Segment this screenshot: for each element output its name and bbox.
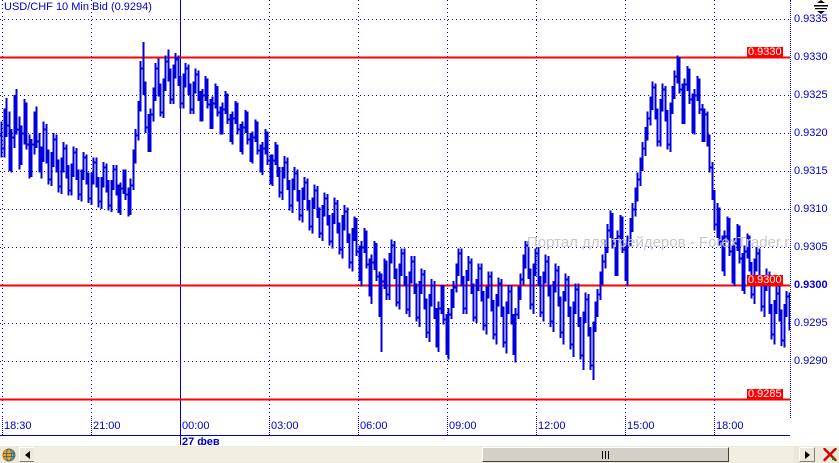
price-tick-label: 0.9325 <box>794 89 828 101</box>
price-tick-label: 0.9315 <box>794 165 828 177</box>
chart-canvas[interactable] <box>0 0 790 418</box>
time-tick-separator <box>625 418 626 435</box>
close-x-icon[interactable] <box>823 447 837 462</box>
price-tick-label: 0.9305 <box>794 241 828 253</box>
date-label: 27 фев <box>182 436 220 448</box>
scrollbar-thumb[interactable] <box>482 447 729 462</box>
globe-icon[interactable] <box>2 448 16 462</box>
price-tick-label: 0.9300 <box>794 279 828 291</box>
ohlc-bar-series <box>0 41 790 380</box>
chart-plot-area[interactable]: USD/CHF 10 Min Bid (0.9294) Портал для т… <box>0 0 790 418</box>
time-tick-label: 00:00 <box>182 420 210 432</box>
time-tick-separator <box>180 418 181 445</box>
alert-price-label[interactable]: 0.9285 <box>747 388 783 400</box>
time-tick-separator <box>714 418 715 435</box>
time-tick-separator <box>536 418 537 435</box>
grip-line <box>602 450 603 459</box>
price-tick-label: 0.9295 <box>794 317 828 329</box>
alert-price-label[interactable]: 0.9300 <box>747 274 783 286</box>
grip-line <box>608 450 609 459</box>
alert-price-lines <box>0 56 790 401</box>
scroll-left-button[interactable] <box>19 447 35 462</box>
chart-title: USD/CHF 10 Min Bid (0.9294) <box>4 1 152 13</box>
left-arrow-icon <box>24 450 30 459</box>
time-tick-separator <box>269 418 270 435</box>
alert-price-label[interactable]: 0.9330 <box>747 46 783 58</box>
time-tick-label: 09:00 <box>449 420 477 432</box>
price-tick-label: 0.9335 <box>794 13 828 25</box>
price-tick-label: 0.9290 <box>794 355 828 367</box>
time-tick-label: 03:00 <box>271 420 299 432</box>
bottom-toolbar <box>0 445 839 463</box>
right-arrow-icon <box>804 450 810 459</box>
scroll-right-button[interactable] <box>799 447 815 462</box>
time-tick-separator <box>2 418 3 435</box>
price-axis[interactable]: 0.9335 0.9330 0.9325 0.9320 0.9315 0.9310 0.93… <box>747 0 839 418</box>
time-tick-label: 06:00 <box>360 420 388 432</box>
time-axis[interactable]: 27 фев 18:30 21:00 00:00 03:00 06:00 09:00 12:… <box>0 418 839 448</box>
time-tick-separator <box>358 418 359 435</box>
grip-line <box>605 450 606 459</box>
scrollbar-track[interactable] <box>34 447 794 462</box>
price-tick-label: 0.9310 <box>794 203 828 215</box>
time-tick-label: 18:30 <box>4 420 32 432</box>
scrollbar-thumb-face[interactable] <box>482 447 729 462</box>
time-tick-label: 21:00 <box>93 420 121 432</box>
resize-handle-icon[interactable] <box>812 0 830 14</box>
time-tick-label: 18:00 <box>716 420 744 432</box>
time-tick-separator <box>91 418 92 435</box>
price-tick-label: 0.9330 <box>794 51 828 63</box>
time-tick-label: 12:00 <box>538 420 566 432</box>
time-tick-label: 15:00 <box>627 420 655 432</box>
time-tick-separator <box>447 418 448 435</box>
time-axis-baseline <box>0 435 790 436</box>
price-tick-label: 0.9320 <box>794 127 828 139</box>
